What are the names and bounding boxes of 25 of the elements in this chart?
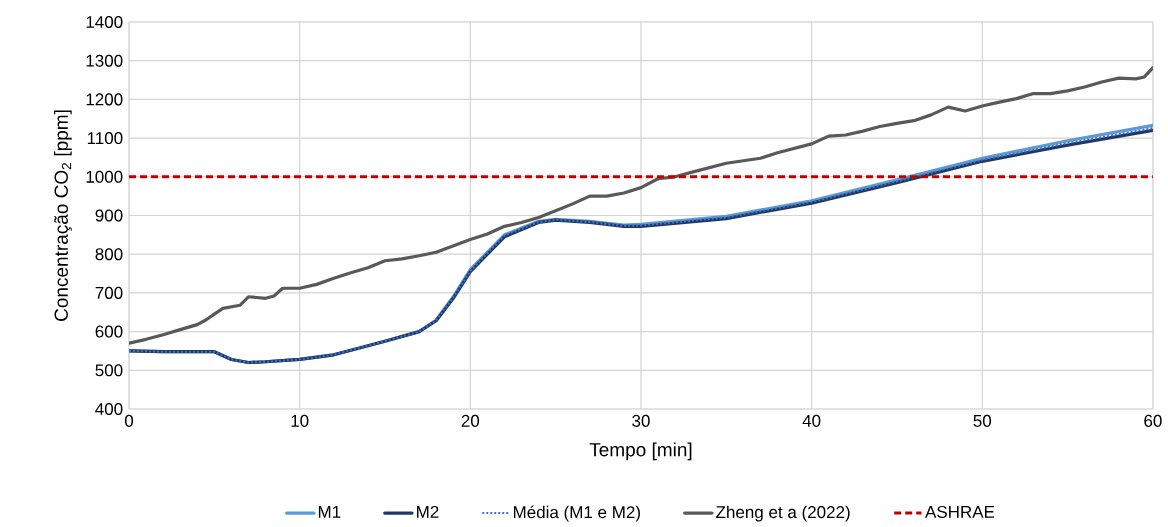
x-tick-label: 10: [291, 414, 309, 427]
y-tick-label: 400: [95, 402, 123, 416]
y-tick-label: 1100: [87, 132, 123, 145]
x-tick-label: 40: [802, 414, 821, 427]
y-axis-title: Concentração CO$_{2}$ [ppm]: [54, 110, 72, 321]
legend-label: ASHRAE: [925, 505, 995, 518]
y-tick-label: 800: [95, 248, 123, 261]
y-tick-label: 600: [95, 325, 123, 338]
x-tick-label: 30: [632, 414, 650, 427]
x-tick-label: 20: [461, 414, 480, 427]
legend-label: Zheng et a (2022): [716, 505, 850, 522]
x-axis-title: Tempo [min]: [589, 442, 692, 461]
y-tick-label: 900: [95, 209, 123, 222]
y-tick-label: 1300: [86, 54, 123, 67]
y-tick-label: 500: [95, 364, 123, 377]
y-tick-label: 1000: [86, 170, 123, 183]
legend-label: M2: [417, 505, 439, 518]
legend-label: Média (M1 e M2): [513, 505, 640, 522]
y-tick-label: 700: [95, 286, 123, 299]
x-tick-label: 60: [1144, 414, 1162, 427]
x-tick-label: 50: [973, 414, 992, 427]
x-tick-label: 0: [124, 414, 134, 427]
y-tick-label: 1200: [86, 93, 123, 106]
y-tick-label: 1400: [86, 15, 123, 29]
legend-label: M1: [318, 505, 341, 518]
